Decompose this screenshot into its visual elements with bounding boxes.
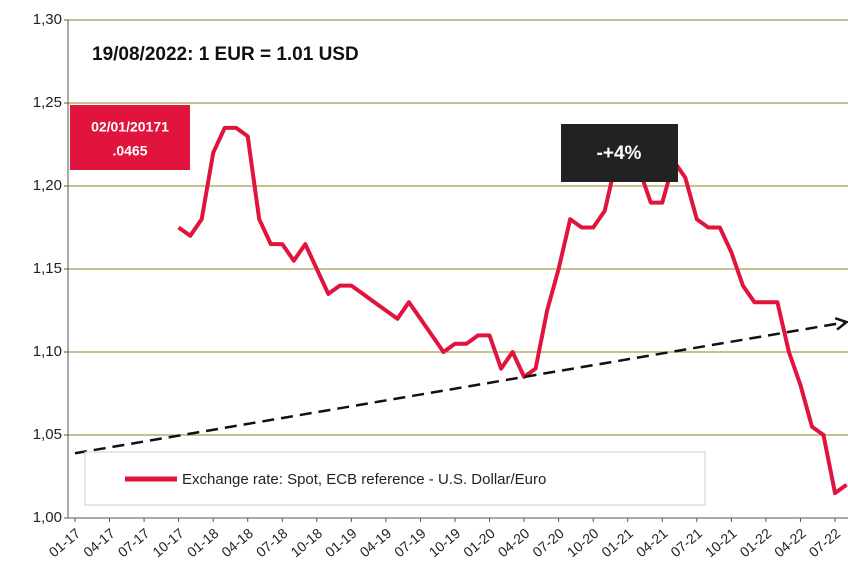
legend [84, 451, 706, 506]
y-tick-label: 1,20 [33, 177, 62, 194]
y-tick-label: 1,15 [33, 260, 62, 277]
change-box [561, 124, 678, 182]
change-label: -+4% [597, 143, 642, 164]
y-tick-label: 1,30 [33, 11, 62, 28]
legend-label: Exchange rate: Spot, ECB reference - U.S… [182, 471, 546, 488]
plot [74, 125, 848, 496]
series-line [177, 125, 848, 496]
y-tick-label: 1,00 [33, 509, 62, 526]
y-tick-label: 1,25 [33, 94, 62, 111]
start-label: 02/01/20171 [91, 119, 169, 135]
trend-line [74, 320, 847, 455]
y-tick-label: 1,10 [33, 343, 62, 360]
trend-arrow [834, 317, 848, 331]
y-tick-label: 1,05 [33, 426, 62, 443]
chart-title: 19/08/2022: 1 EUR = 1.01 USD [92, 44, 359, 65]
start-label-box [70, 105, 190, 170]
start-label: .0465 [112, 143, 147, 159]
